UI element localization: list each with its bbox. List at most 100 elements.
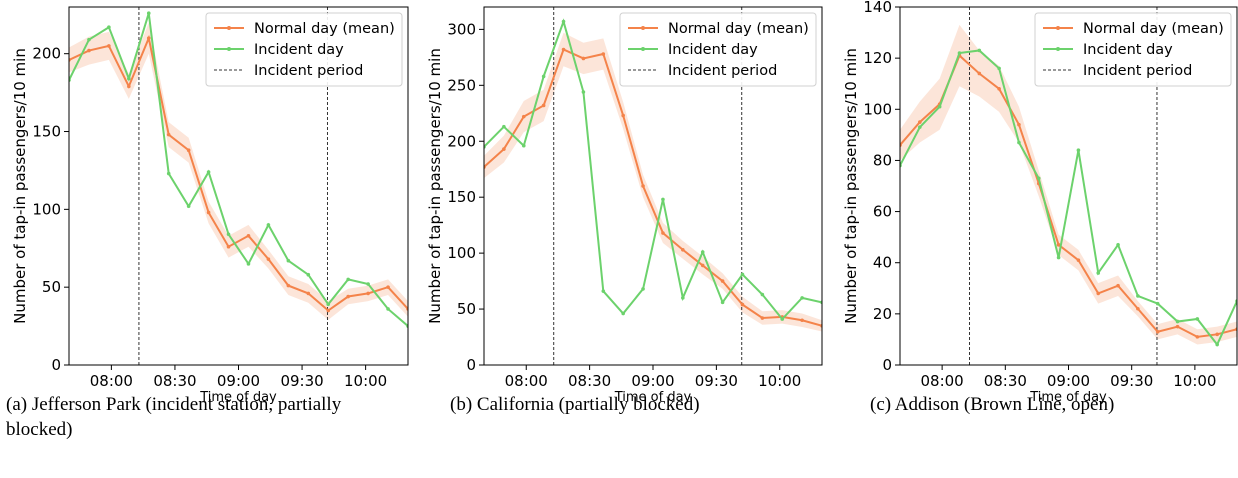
plot-area [69,7,408,365]
normal-day-point [186,148,191,152]
incident-day-point [146,11,151,16]
normal-day-point [581,56,586,61]
normal-day-point [740,302,745,307]
normal-day-point [1175,324,1180,329]
normal-day-point [561,47,566,52]
incident-day-point [561,19,566,24]
normal-day-point [1116,283,1120,288]
x-tick-label: 09:00 [1047,372,1090,390]
incident-day-point [346,277,350,282]
y-tick-label: 50 [42,278,61,296]
normal-day-point [700,263,705,268]
x-tick-label: 09:30 [280,372,323,390]
incident-day-point [601,289,606,293]
legend-incident-period-label: Incident period [1083,63,1192,79]
incident-day-point [206,170,211,174]
legend-box [619,12,817,87]
incident-day-point [1175,319,1180,324]
incident-day-point [740,272,745,277]
legend-normal-day-marker [1056,26,1060,30]
x-tick-label: 08:30 [984,372,1027,390]
normal-day-point [1076,258,1081,262]
y-tick-label: 120 [863,49,892,67]
normal-day-point [720,279,725,283]
legend-normal-day-label: Normal day (mean) [254,21,395,37]
normal-day-point [206,210,211,215]
x-tick-label: 10:00 [758,372,801,390]
normal-day-point [1056,243,1061,247]
normal-day-point [306,291,311,296]
chart-2: 0 20 40 60 80 100 120 140 08:00 08:30 09:00 09:30 10… [842,0,1238,405]
caption-b: (b) California (partially blocked) [450,394,700,415]
x-tick-label: 09:00 [631,372,674,390]
y-tick-label: 250 [447,76,476,94]
y-tick-label: 0 [51,356,61,374]
normal-day-point [366,291,370,296]
legend-normal-day-marker [227,26,231,30]
x-tick-label: 08:00 [90,372,133,390]
legend-box [205,12,403,87]
normal-day-point [641,184,645,188]
y-tick-label: 150 [447,188,476,206]
normal-day-point [997,87,1001,91]
normal-day-point [127,84,131,89]
y-tick-label: 50 [457,300,476,318]
x-tick-label: 08:30 [568,372,611,390]
normal-day-point [386,285,390,289]
incident-day-point [521,143,526,148]
y-axis-label: Number of tap-in passengers/10 min [842,48,860,324]
incident-day-point [918,125,922,129]
normal-day-point [661,231,665,235]
incident-day-point [1155,301,1160,306]
incident-day-point [641,287,645,291]
normal-day-point [166,132,171,137]
chart-1: 0 50 100 150 200 250 300 08:00 08:30 09:00 09:30 10… [426,6,823,405]
incident-day-point [661,197,665,202]
incident-day-line [484,18,822,321]
incident-day-point [166,171,171,176]
normal-day-point [918,120,922,124]
incident-day-line [69,12,408,327]
y-axis-label: Number of tap-in passengers/10 min [426,48,444,324]
x-tick-label: 09:30 [1110,372,1153,390]
x-tick-label: 10:00 [1173,372,1216,390]
incident-day-point [541,74,546,79]
y-tick-label: 200 [447,132,476,150]
incident-day-point [1036,176,1041,181]
x-axis-label: Time of day [1029,390,1107,405]
incident-day-point [386,307,390,311]
y-tick-label: 40 [873,254,892,272]
x-axis-label: Time of day [199,390,277,405]
normal-day-point [760,316,765,320]
incident-day-point [1056,255,1061,260]
legend-incident-day-marker [227,47,231,51]
normal-day-point [1017,122,1021,127]
incident-day-point [937,104,942,109]
chart-0: 0 50 100 150 200 08:00 08:30 09:00 09:30 10:00 Tim… [11,6,409,405]
incident-day-point [1195,317,1200,321]
y-tick-label: 100 [863,100,892,118]
y-tick-label: 80 [873,151,892,169]
normal-day-line [69,34,408,312]
incident-day-point [1076,148,1081,152]
legend-incident-day-label: Incident day [254,42,344,58]
incident-day-point [326,302,331,307]
legend-incident-day-label: Incident day [668,42,758,58]
incident-day-point [266,223,271,227]
normal-day-point [681,247,685,252]
normal-day-point [226,244,231,249]
x-tick-label: 09:30 [695,372,738,390]
caption-c: (c) Addison (Brown Line, open) [870,394,1115,415]
normal-day-point [286,283,291,288]
normal-day-point [107,44,111,48]
normal-day-point [346,294,350,299]
x-tick-label: 08:00 [921,372,964,390]
incident-day-point [107,25,111,30]
normal-day-point [1096,291,1101,296]
y-tick-label: 300 [447,20,476,38]
x-tick-label: 10:00 [344,372,387,390]
y-tick-label: 140 [863,0,892,16]
legend-incident-period-label: Incident period [254,63,363,79]
incident-day-point [1116,243,1120,247]
normal-day-point [502,147,506,151]
